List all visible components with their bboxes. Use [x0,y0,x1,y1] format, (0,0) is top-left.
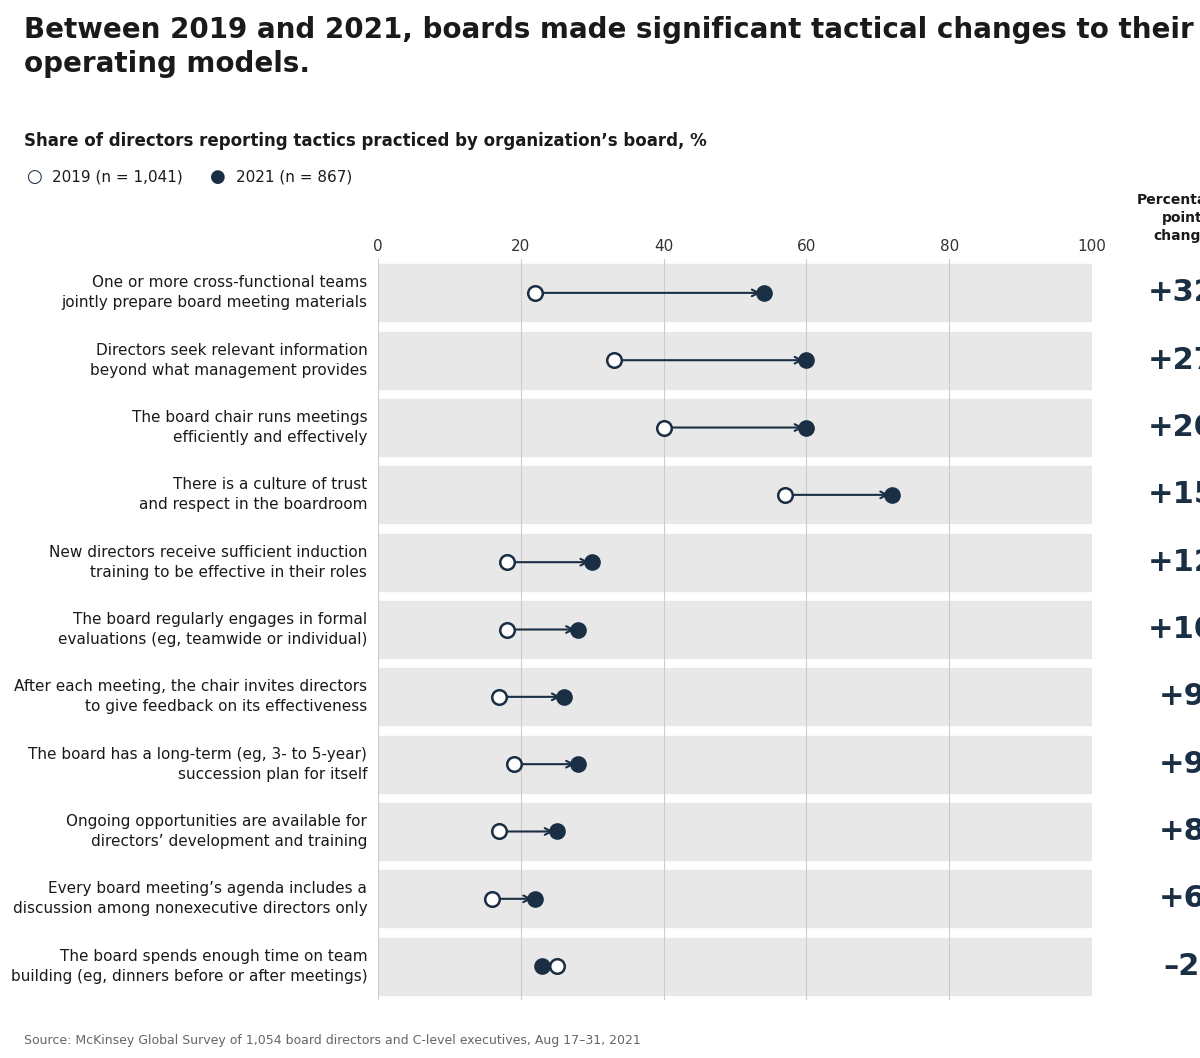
Point [547,957,566,974]
Text: +15: +15 [1148,480,1200,509]
Bar [378,533,1092,590]
Text: +6: +6 [1158,884,1200,913]
Point [490,689,509,706]
Text: After each meeting, the chair invites directors
to give feedback on its effectiv: After each meeting, the chair invites di… [14,679,367,714]
Text: 2021 (n = 867): 2021 (n = 867) [236,169,353,184]
Text: +27: +27 [1148,346,1200,375]
Point [754,285,773,302]
Point [654,419,673,436]
Bar [378,937,1092,995]
Text: +8: +8 [1158,817,1200,846]
Bar [378,735,1092,792]
Point [482,891,502,908]
Bar [378,871,1092,928]
Point [569,621,588,638]
Text: +10: +10 [1148,615,1200,644]
Point [569,755,588,772]
Point [504,755,523,772]
Point [882,487,901,504]
Bar [378,467,1092,524]
Text: +32: +32 [1148,278,1200,308]
Text: +9: +9 [1158,682,1200,711]
Point [526,891,545,908]
Bar [378,331,1092,388]
Text: 2019 (n = 1,041): 2019 (n = 1,041) [52,169,182,184]
Text: ●: ● [210,167,226,186]
Text: Directors seek relevant information
beyond what management provides: Directors seek relevant information beyo… [90,343,367,378]
Point [775,487,794,504]
Text: –2: –2 [1164,951,1200,981]
Text: +9: +9 [1158,750,1200,779]
Text: The board has a long-term (eg, 3- to 5-year)
succession plan for itself: The board has a long-term (eg, 3- to 5-y… [29,747,367,782]
Bar [378,601,1092,658]
Text: Percentage
point
change: Percentage point change [1138,193,1200,243]
Point [583,553,602,570]
Point [526,285,545,302]
Point [797,351,816,368]
Bar [378,669,1092,726]
Text: The board chair runs meetings
efficiently and effectively: The board chair runs meetings efficientl… [132,411,367,445]
Text: +20: +20 [1148,413,1200,442]
Point [533,957,552,974]
Text: Between 2019 and 2021, boards made significant tactical changes to their
operati: Between 2019 and 2021, boards made signi… [24,16,1194,78]
Bar [378,264,1092,322]
Text: +12: +12 [1148,548,1200,577]
Text: One or more cross-functional teams
jointly prepare board meeting materials: One or more cross-functional teams joint… [61,275,367,310]
Text: The board spends enough time on team
building (eg, dinners before or after meeti: The board spends enough time on team bui… [11,949,367,984]
Point [490,823,509,840]
Point [497,621,516,638]
Bar [378,399,1092,456]
Point [497,553,516,570]
Text: Ongoing opportunities are available for
directors’ development and training: Ongoing opportunities are available for … [66,814,367,849]
Text: Share of directors reporting tactics practiced by organization’s board, %: Share of directors reporting tactics pra… [24,132,707,150]
Text: The board regularly engages in formal
evaluations (eg, teamwide or individual): The board regularly engages in formal ev… [58,613,367,646]
Point [604,351,623,368]
Text: Source: McKinsey Global Survey of 1,054 board directors and C-level executives, : Source: McKinsey Global Survey of 1,054 … [24,1035,641,1047]
Text: Every board meeting’s agenda includes a
discussion among nonexecutive directors : Every board meeting’s agenda includes a … [13,881,367,916]
Text: There is a culture of trust
and respect in the boardroom: There is a culture of trust and respect … [139,477,367,512]
Point [547,823,566,840]
Text: ○: ○ [26,167,42,186]
Bar [378,803,1092,860]
Point [797,419,816,436]
Point [554,689,574,706]
Text: New directors receive sufficient induction
training to be effective in their rol: New directors receive sufficient inducti… [49,545,367,580]
